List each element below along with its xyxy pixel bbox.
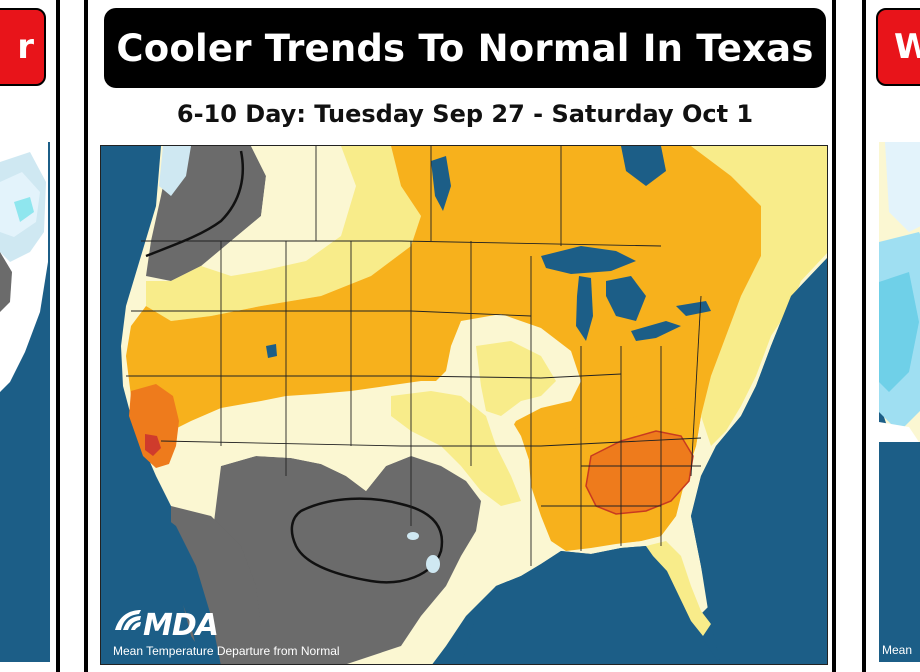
region-way-above-california [145,434,161,456]
forecast-date-range: 6-10 Day: Tuesday Sep 27 - Saturday Oct … [176,100,754,128]
forecast-title: Cooler Trends To Normal In Texas [116,26,814,70]
contour-line-northwest [145,150,245,258]
mda-logo-text: MDA [143,608,219,643]
region-normal-southwest [211,429,411,491]
florida [646,541,711,636]
lake-superior [541,246,636,274]
region-slightly-above-central [476,341,556,416]
contour-line-texas [290,497,444,584]
gulf-of-mexico [461,546,720,664]
left-panel-banner-text: r [17,27,34,67]
gulf-of-california [163,516,221,664]
hudson-bay-edge [621,146,666,186]
cooler-spot-2 [426,555,440,573]
left-panel-banner: r [0,8,46,86]
main-forecast-panel: Cooler Trends To Normal In Texas 6-10 Da… [84,0,836,672]
lake-michigan [576,276,593,341]
lake-ontario [676,301,711,316]
region-slightly-above-north [146,146,421,321]
right-neighbor-panel: W Mean [862,0,920,672]
right-panel-banner: W [876,8,920,86]
forecast-title-bar: Cooler Trends To Normal In Texas [104,8,826,88]
mda-logo-icon [115,610,141,630]
temperature-departure-map: MDA Mean Temperature Departure from Norm… [100,145,828,665]
lake-winnipeg [431,156,451,211]
right-panel-banner-text: W [894,27,920,67]
right-panel-caption: Mean [882,643,913,657]
region-much-above-california [129,384,179,468]
great-salt-lake [266,344,277,358]
cooler-spot-1 [407,532,419,540]
right-panel-map [879,142,920,662]
coast-light-blue [159,146,191,196]
left-panel-map [0,142,50,662]
lake-erie [631,321,681,341]
lake-huron [606,276,646,321]
left-neighbor-panel: r [0,0,60,672]
temperature-map-svg [101,146,827,664]
atlantic-ocean [691,258,827,664]
region-slightly-above-northeast [691,146,827,446]
region-much-above-southeast [585,430,694,515]
map-caption: Mean Temperature Departure from Normal [113,644,340,658]
political-borders [126,146,702,566]
mda-logo: MDA [143,608,219,643]
region-slightly-above-plains [391,391,521,506]
